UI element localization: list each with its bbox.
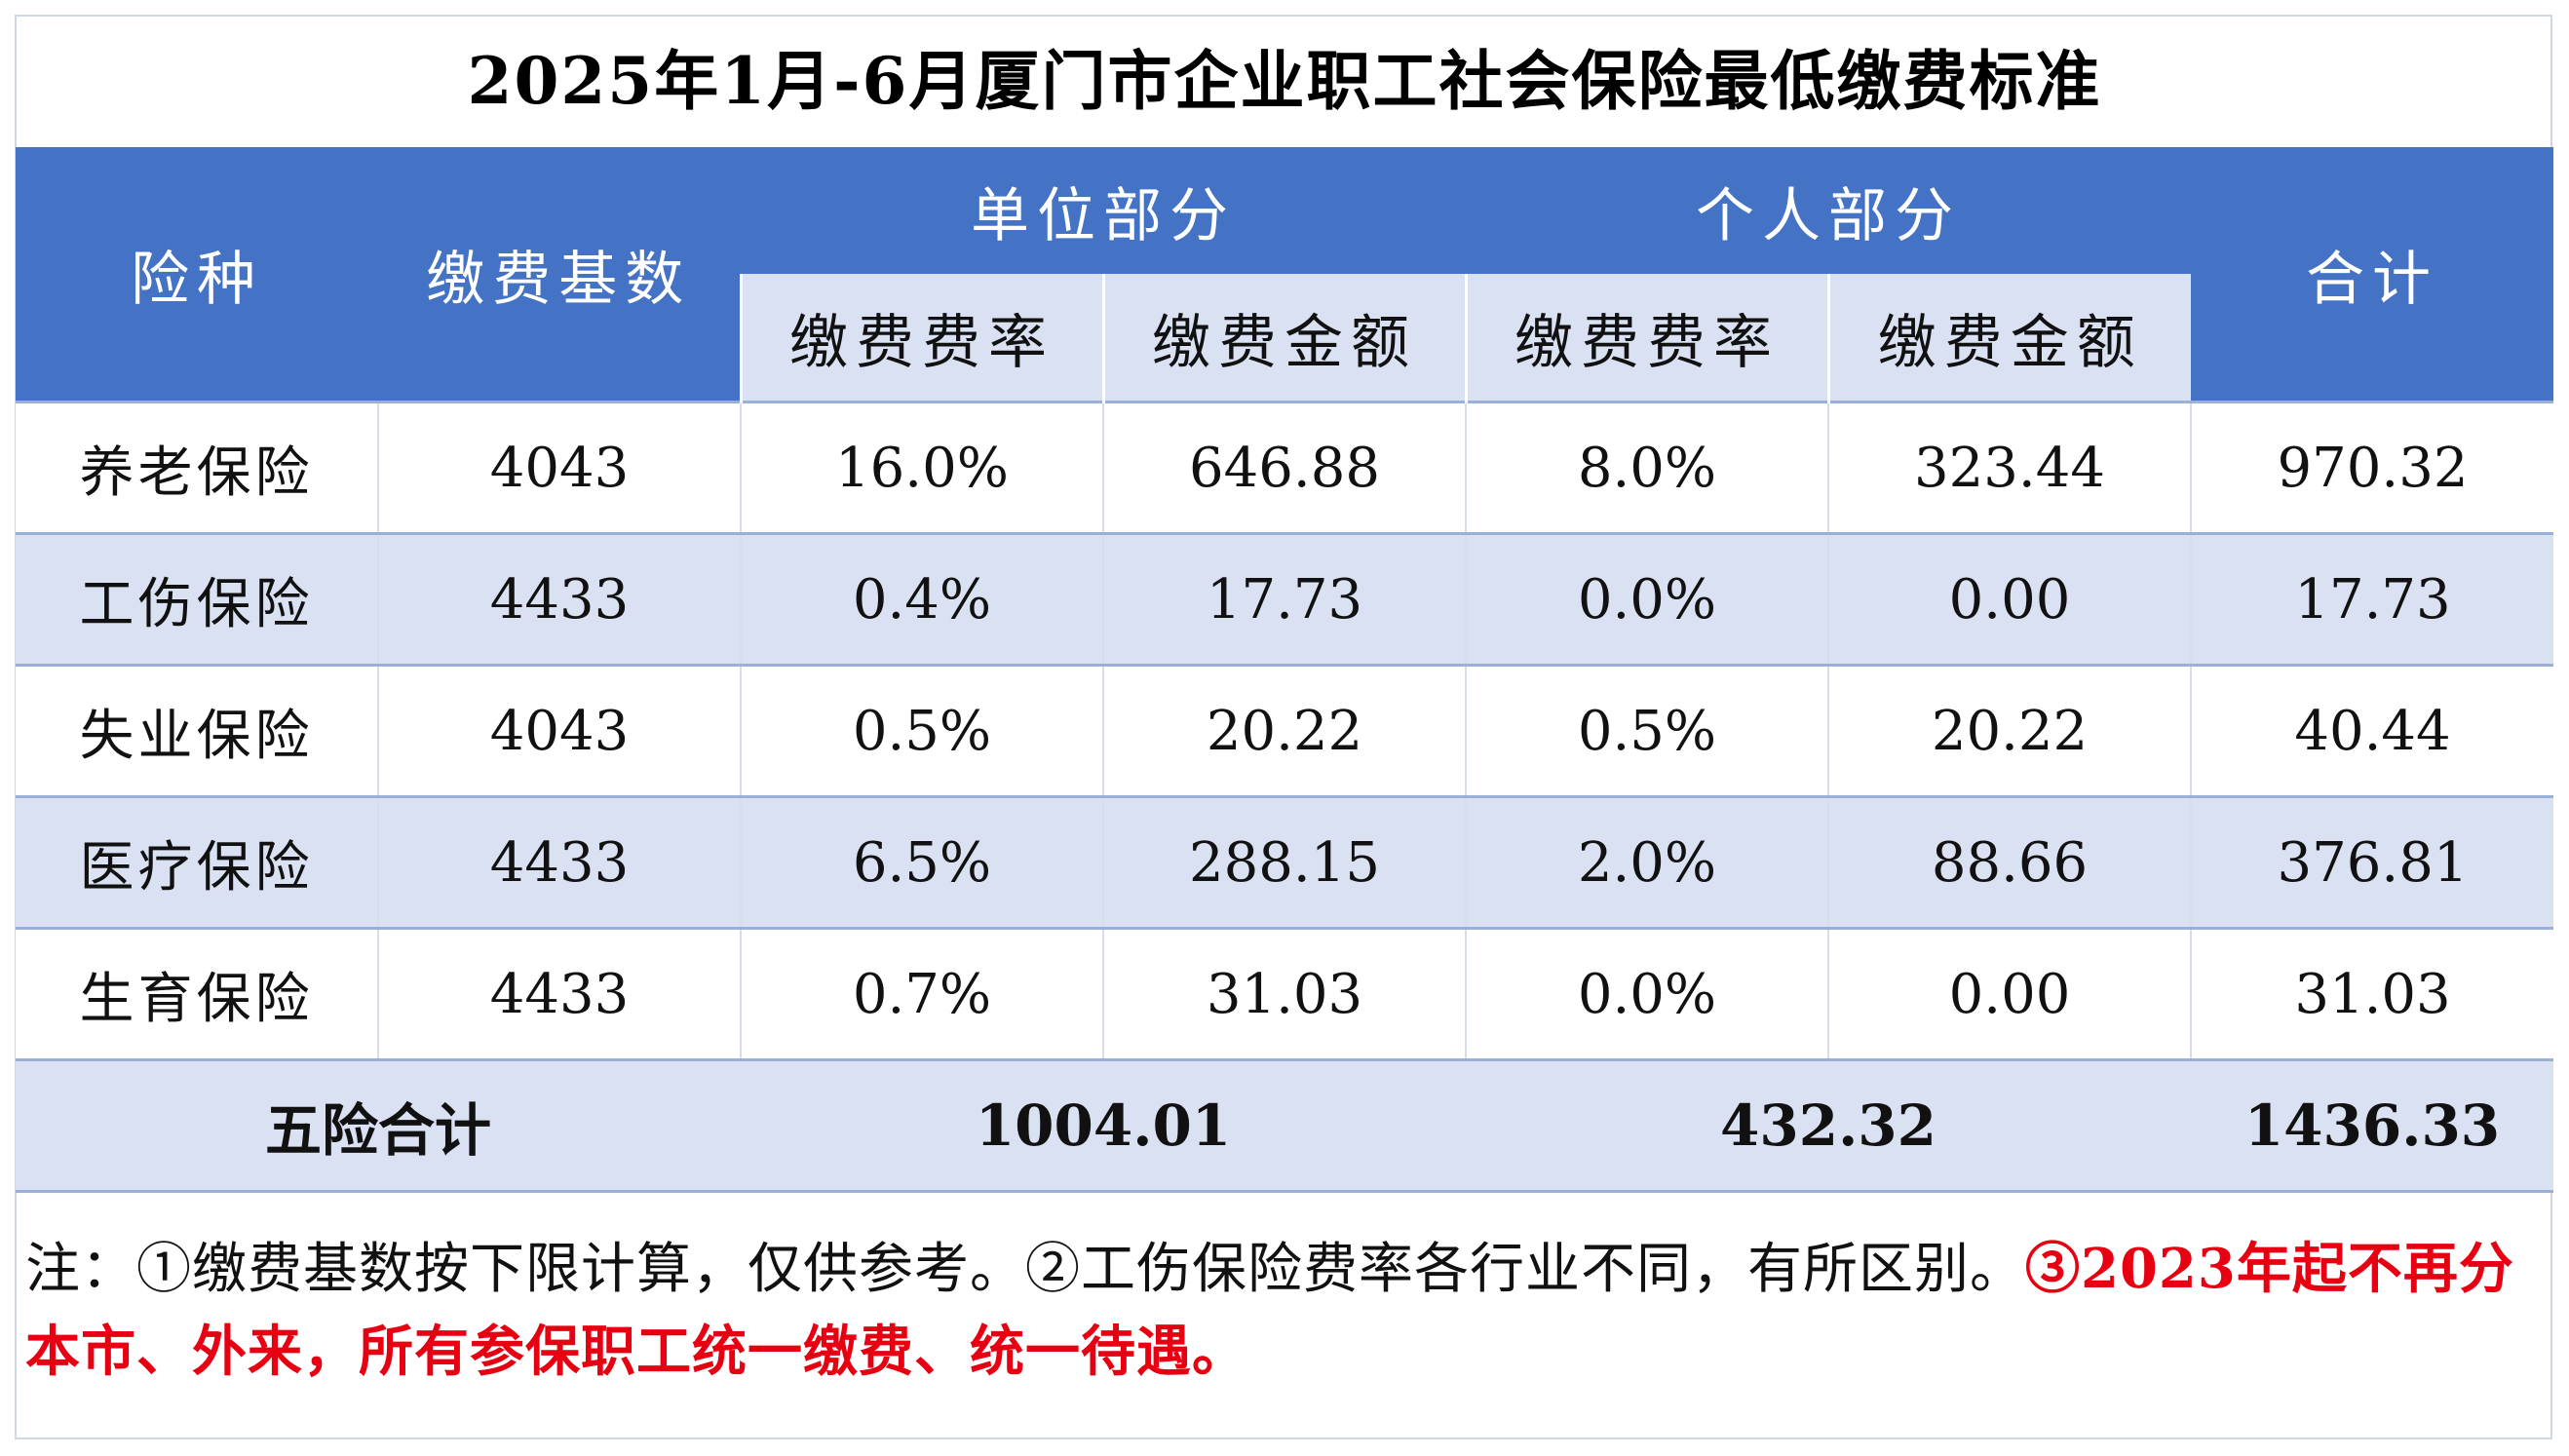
header-employer-rate: 缴费费率 [739, 274, 1103, 402]
totals-row: 五险合计 1004.01 432.32 1436.33 [16, 1058, 2553, 1193]
header-insurance-type: 险种 [16, 147, 378, 402]
row-employee-rate: 0.0% [1465, 927, 1828, 1060]
row-employer-amount: 288.15 [1102, 795, 1466, 929]
row-employer-rate: 0.4% [740, 532, 1103, 666]
header-employee-amount: 缴费金额 [1826, 274, 2191, 402]
header-total: 合计 [2191, 147, 2553, 402]
row-employee-rate: 0.0% [1465, 532, 1828, 666]
row-employer-rate: 0.5% [740, 664, 1103, 797]
totals-grand: 1436.33 [2191, 1058, 2553, 1193]
row-employer-amount: 31.03 [1102, 927, 1466, 1060]
header-employer-group: 单位部分 [741, 147, 1466, 274]
row-employer-amount: 646.88 [1102, 401, 1466, 534]
table-row: 失业保险 4043 0.5% 20.22 0.5% 20.22 40.44 [16, 664, 2553, 797]
table-row: 医疗保险 4433 6.5% 288.15 2.0% 88.66 376.81 [16, 795, 2553, 929]
totals-label: 五险合计 [16, 1058, 741, 1193]
row-insurance-name: 失业保险 [16, 664, 378, 797]
row-insurance-name: 养老保险 [16, 401, 378, 534]
row-employer-rate: 0.7% [740, 927, 1103, 1060]
row-base: 4433 [377, 795, 741, 929]
page-title: 2025年1月-6月厦门市企业职工社会保险最低缴费标准 [467, 43, 2102, 119]
row-employee-amount: 20.22 [1827, 664, 2191, 797]
totals-employee: 432.32 [1466, 1058, 2191, 1193]
row-base: 4043 [377, 401, 741, 534]
row-employee-rate: 0.5% [1465, 664, 1828, 797]
header-base: 缴费基数 [378, 147, 741, 402]
row-total: 40.44 [2190, 664, 2553, 797]
row-employer-rate: 16.0% [740, 401, 1103, 534]
row-insurance-name: 生育保险 [16, 927, 378, 1060]
footnote: 注：①缴费基数按下限计算，仅供参考。②工伤保险费率各行业不同，有所区别。③202… [25, 1228, 2550, 1394]
row-employee-amount: 0.00 [1827, 927, 2191, 1060]
insurance-table: 险种 缴费基数 单位部分 个人部分 合计 缴费费率 缴费金额 缴费费率 缴费金额… [16, 147, 2553, 1193]
row-total: 376.81 [2190, 795, 2553, 929]
row-total: 970.32 [2190, 401, 2553, 534]
row-employee-amount: 323.44 [1827, 401, 2191, 534]
row-employer-rate: 6.5% [740, 795, 1103, 929]
header-employee-group: 个人部分 [1466, 147, 2191, 274]
row-employee-amount: 0.00 [1827, 532, 2191, 666]
row-employee-amount: 88.66 [1827, 795, 2191, 929]
row-employee-rate: 2.0% [1465, 795, 1828, 929]
footnote-text: 注：①缴费基数按下限计算，仅供参考。②工伤保险费率各行业不同，有所区别。 [25, 1238, 2025, 1301]
table-row: 养老保险 4043 16.0% 646.88 8.0% 323.44 970.3… [16, 401, 2553, 534]
table-row: 生育保险 4433 0.7% 31.03 0.0% 0.00 31.03 [16, 927, 2553, 1060]
row-total: 17.73 [2190, 532, 2553, 666]
row-base: 4433 [377, 927, 741, 1060]
totals-employer: 1004.01 [741, 1058, 1466, 1193]
row-base: 4043 [377, 664, 741, 797]
row-employer-amount: 17.73 [1102, 532, 1466, 666]
header-employer-amount: 缴费金额 [1101, 274, 1466, 402]
header-employee-rate: 缴费费率 [1464, 274, 1828, 402]
row-base: 4433 [377, 532, 741, 666]
row-insurance-name: 工伤保险 [16, 532, 378, 666]
table-row: 工伤保险 4433 0.4% 17.73 0.0% 0.00 17.73 [16, 532, 2553, 666]
footnote-highlight: ③2023年起不再分本市、外来，所有参保职工统一缴费、统一待遇。 [25, 1237, 2514, 1384]
row-employer-amount: 20.22 [1102, 664, 1466, 797]
row-employee-rate: 8.0% [1465, 401, 1828, 534]
row-total: 31.03 [2190, 927, 2553, 1060]
row-insurance-name: 医疗保险 [16, 795, 378, 929]
